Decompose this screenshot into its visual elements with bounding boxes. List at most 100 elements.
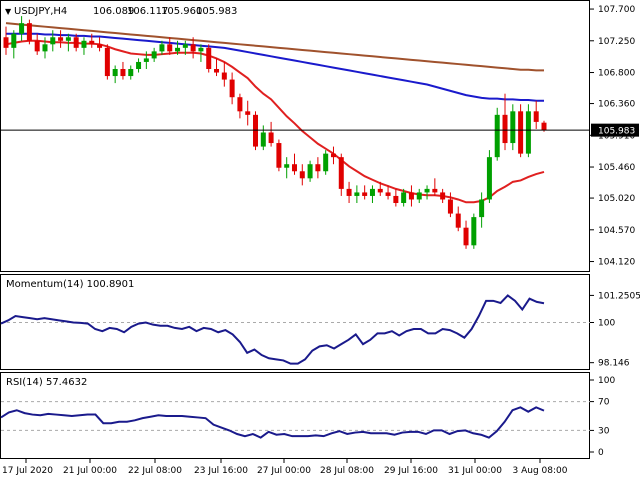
rsi-tick-label: 30 — [598, 426, 610, 436]
time-tick-label: 27 Jul 00:00 — [257, 466, 311, 476]
candle-body — [401, 192, 407, 203]
candle-body — [541, 122, 547, 131]
candle-body — [136, 61, 142, 69]
candle-body — [260, 132, 266, 147]
current-price-label: 105.983 — [598, 127, 635, 137]
candle-body — [518, 111, 524, 154]
candle-body — [11, 33, 17, 48]
candle-body — [486, 157, 492, 200]
time-tick-label: 31 Jul 00:00 — [448, 466, 502, 476]
candle-body — [268, 132, 274, 144]
main-title: USDJPY,H4 — [14, 6, 67, 17]
candle-body — [175, 47, 181, 52]
momentum-tick-label: 101.2505 — [598, 291, 640, 301]
candle-body — [34, 40, 40, 52]
momentum-tick-label: 98.146 — [598, 359, 630, 369]
candle-body — [338, 157, 344, 189]
candle-body — [455, 213, 461, 228]
candle-body — [104, 47, 110, 77]
momentum-tick-label: 100 — [598, 319, 615, 329]
candle-body — [120, 69, 126, 77]
candle-body — [143, 58, 149, 62]
candle-body — [159, 44, 165, 52]
time-tick-label: 21 Jul 00:00 — [63, 466, 117, 476]
candle-body — [369, 188, 375, 196]
candle-body — [463, 227, 469, 246]
moving-average-line-1 — [5, 39, 545, 204]
time-tick-label: 28 Jul 08:00 — [320, 466, 374, 476]
candle-body — [42, 44, 48, 52]
candle-body — [206, 47, 212, 69]
time-tick-label: 17 Jul 2020 — [2, 466, 53, 476]
price-tick-label: 107.250 — [598, 37, 635, 47]
candle-body — [393, 195, 399, 203]
candle-body — [276, 143, 282, 168]
candle-body — [97, 44, 103, 48]
candle-body — [323, 153, 329, 172]
price-tick-label: 105.020 — [598, 194, 635, 204]
candle-body — [284, 164, 290, 168]
time-tick-label: 3 Aug 08:00 — [513, 466, 568, 476]
current-price-box — [591, 123, 639, 137]
candle-body — [447, 199, 453, 214]
price-tick-label: 104.120 — [598, 258, 635, 268]
time-tick-label: 29 Jul 16:00 — [384, 466, 438, 476]
candle-body — [3, 37, 9, 48]
candle-body — [245, 111, 251, 115]
candle-body — [330, 153, 336, 158]
candle-body — [494, 114, 500, 158]
rsi-line — [0, 406, 545, 439]
rsi-tick-label: 70 — [598, 398, 610, 408]
candle-body — [408, 192, 414, 200]
main-pane — [0, 0, 590, 272]
momentum-line — [0, 294, 545, 365]
candle-body — [167, 44, 173, 52]
ohlc-high: 106.117 — [127, 6, 168, 17]
candle-body — [19, 23, 25, 34]
triangle-icon: ▼ — [5, 7, 12, 16]
candle-body — [237, 97, 243, 112]
candle-body — [229, 79, 235, 98]
ohlc-open: 106.089 — [93, 6, 134, 17]
candle-body — [198, 47, 204, 52]
candle-body — [416, 192, 422, 200]
candle-body — [151, 51, 157, 59]
candle-body — [385, 192, 391, 196]
price-tick-label: 104.570 — [598, 226, 635, 236]
candle-body — [346, 188, 352, 196]
candle-body — [190, 44, 196, 52]
candle-body — [354, 192, 360, 196]
moving-average-line-2 — [6, 32, 544, 102]
price-tick-label: 105.460 — [598, 163, 635, 173]
rsi-pane — [0, 372, 590, 459]
candle-body — [128, 69, 134, 77]
candle-body — [533, 111, 539, 122]
candle-body — [440, 192, 446, 200]
candle-body — [479, 199, 485, 218]
time-tick-label: 23 Jul 16:00 — [194, 466, 248, 476]
rsi-title: RSI(14) 57.4632 — [6, 377, 87, 388]
rsi-tick-label: 0 — [598, 448, 604, 458]
candle-body — [362, 192, 368, 196]
candle-body — [214, 69, 220, 73]
candle-body — [221, 72, 227, 80]
candle-body — [58, 37, 64, 41]
candle-body — [65, 37, 71, 41]
price-tick-label: 106.800 — [598, 69, 635, 79]
candle-body — [424, 188, 430, 193]
candle-body — [253, 114, 259, 147]
candle-body — [182, 44, 188, 48]
candle-body — [291, 164, 297, 172]
candle-body — [50, 37, 56, 45]
rsi-tick-label: 100 — [598, 376, 615, 386]
ohlc-low: 105.960 — [161, 6, 202, 17]
price-tick-label: 107.700 — [598, 5, 635, 15]
candle-body — [81, 40, 87, 48]
candle-body — [299, 171, 305, 179]
candle-body — [377, 188, 383, 193]
candle-body — [315, 164, 321, 172]
time-tick-label: 22 Jul 08:00 — [128, 466, 182, 476]
candle-body — [471, 217, 477, 246]
candle-body — [432, 188, 438, 193]
candle-body — [525, 111, 531, 154]
